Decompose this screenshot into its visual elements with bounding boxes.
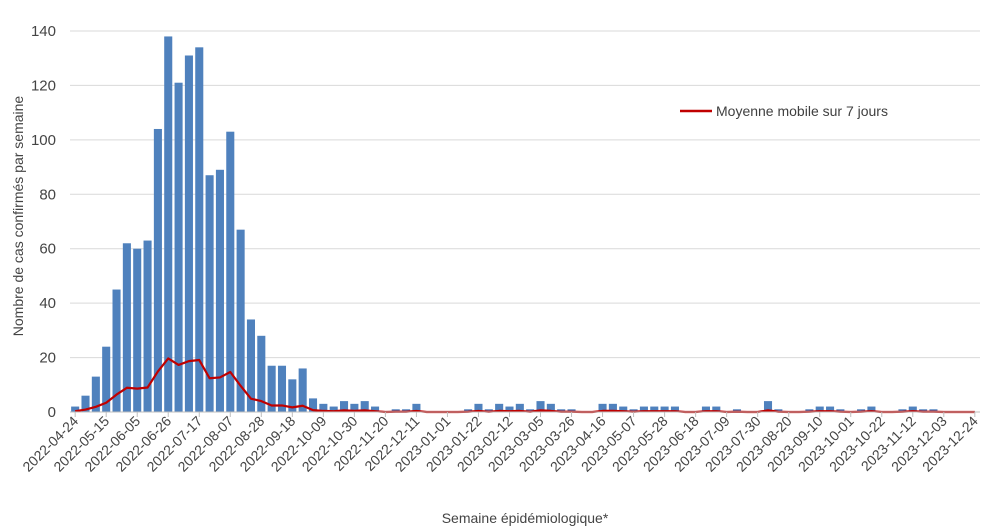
- bar: [701, 406, 710, 412]
- bar: [133, 248, 142, 412]
- y-tick-label: 120: [31, 77, 56, 94]
- y-tick-label: 80: [39, 186, 56, 203]
- moving-average-line: [74, 357, 975, 414]
- bar: [505, 406, 514, 412]
- bar: [236, 229, 245, 412]
- bar: [71, 406, 80, 412]
- bar: [226, 131, 235, 412]
- y-axis: 0 20 40 60 80 100 120 140: [31, 23, 56, 421]
- x-axis-title: Semaine épidémiologique*: [442, 510, 609, 526]
- bar: [670, 406, 679, 412]
- bar: [350, 403, 359, 412]
- bar: [215, 169, 224, 412]
- y-tick-label: 40: [39, 295, 56, 312]
- bar: [515, 403, 524, 412]
- bar: [81, 395, 90, 412]
- bar: [288, 379, 297, 412]
- bar: [608, 403, 617, 412]
- bar: [474, 403, 483, 412]
- legend: Moyenne mobile sur 7 jours: [680, 103, 888, 119]
- bar: [371, 406, 380, 412]
- bar: [329, 406, 338, 412]
- bar: [619, 406, 628, 412]
- moving-average-polyline: [74, 357, 975, 414]
- bar: [91, 376, 100, 412]
- y-tick-label: 100: [31, 132, 56, 149]
- y-tick-label: 20: [39, 350, 56, 367]
- bar: [112, 289, 121, 412]
- bar: [536, 401, 545, 412]
- bar: [826, 406, 835, 412]
- y-tick-label: 0: [48, 404, 56, 421]
- y-tick-label: 140: [31, 23, 56, 40]
- bar: [153, 128, 162, 412]
- bar: [546, 403, 555, 412]
- bar: [867, 406, 876, 412]
- bar: [164, 36, 173, 412]
- bar: [412, 403, 421, 412]
- bar: [815, 406, 824, 412]
- bar: [639, 406, 648, 412]
- bar: [495, 403, 504, 412]
- y-axis-title: Nombre de cas confirmés par semaine: [10, 96, 26, 337]
- bar: [360, 401, 369, 412]
- bar: [174, 82, 183, 412]
- bar: [122, 243, 131, 412]
- bar: [908, 406, 917, 412]
- bar: [298, 368, 307, 412]
- bar: [308, 398, 318, 412]
- bar: [660, 406, 669, 412]
- bar: [340, 401, 349, 412]
- bar: [650, 406, 659, 412]
- bars: [71, 36, 938, 412]
- bar: [257, 335, 266, 412]
- bar: [598, 403, 607, 412]
- bar: [267, 365, 276, 412]
- bar: [195, 47, 204, 412]
- bar: [184, 55, 193, 412]
- y-tick-label: 60: [39, 241, 56, 258]
- bar: [205, 175, 214, 412]
- bar: [712, 406, 721, 412]
- x-axis: 2022-04-242022-05-152022-06-052022-06-26…: [19, 411, 981, 475]
- bar: [763, 401, 773, 412]
- bar: [143, 240, 152, 412]
- legend-label: Moyenne mobile sur 7 jours: [716, 103, 888, 119]
- bar: [319, 403, 328, 412]
- bar: [277, 365, 287, 412]
- bar: [102, 346, 111, 412]
- bar: [246, 319, 255, 412]
